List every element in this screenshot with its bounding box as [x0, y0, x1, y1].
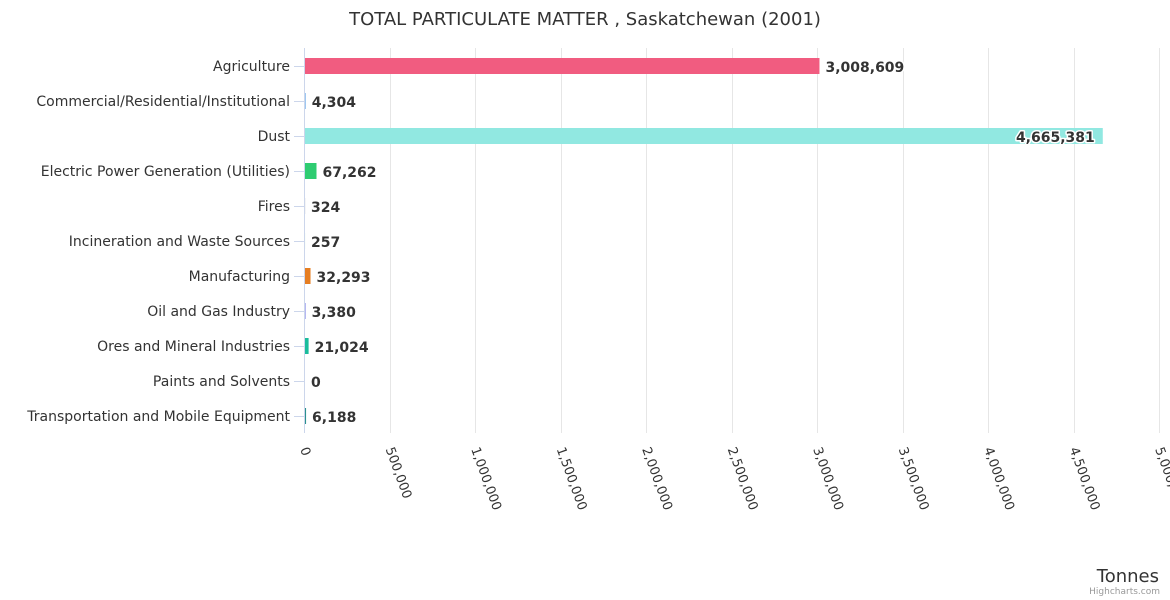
bar[interactable]	[305, 128, 1103, 144]
credits-link[interactable]: Highcharts.com	[1089, 587, 1160, 597]
value-axis-tick-label: 4,500,000	[1066, 445, 1103, 512]
value-axis-tick-label: 2,500,000	[724, 445, 761, 512]
bar[interactable]	[305, 93, 306, 109]
data-label: 32,293	[317, 270, 371, 286]
bar[interactable]	[305, 303, 306, 319]
value-axis-ticks: 0 500,000 1,000,000 1,500,000 2,000,000 2,500…	[296, 445, 1170, 512]
category-label: Ores and Mineral Industries	[97, 339, 290, 355]
bar[interactable]	[305, 268, 311, 284]
category-label: Oil and Gas Industry	[147, 304, 290, 320]
value-axis-title: Tonnes	[1096, 566, 1159, 587]
data-label: 324	[311, 200, 340, 216]
data-label: 3,380	[312, 305, 357, 321]
value-axis-tick-label: 3,500,000	[895, 445, 932, 512]
data-label: 6,188	[312, 410, 356, 426]
data-label: 21,024	[315, 340, 369, 356]
chart-title: TOTAL PARTICULATE MATTER , Saskatchewan …	[348, 9, 821, 30]
category-label: Manufacturing	[189, 269, 290, 285]
bar-series	[305, 58, 1103, 424]
data-label: 4,665,381	[1016, 130, 1095, 146]
value-axis-tick-label: 2,000,000	[638, 445, 675, 512]
category-label: Transportation and Mobile Equipment	[26, 409, 290, 425]
value-axis-tick-label: 0	[296, 445, 313, 458]
data-label: 4,304	[312, 95, 357, 111]
category-axis: Agriculture Commercial/Residential/Instit…	[26, 48, 305, 433]
data-label: 67,262	[323, 165, 377, 181]
gridlines	[304, 48, 1160, 433]
value-axis-tick-label: 1,000,000	[467, 445, 504, 512]
data-label: 3,008,609	[825, 60, 904, 76]
data-labels: 3,008,609 4,304 4,665,381 67,262 324 257 32,29…	[310, 59, 1097, 428]
value-axis-tick-label: 500,000	[382, 445, 414, 501]
category-label: Electric Power Generation (Utilities)	[41, 164, 290, 180]
value-axis-tick-label: 5,000,000	[1151, 445, 1170, 512]
value-axis-tick-label: 4,000,000	[980, 445, 1017, 512]
bar[interactable]	[305, 338, 309, 354]
bar[interactable]	[305, 58, 820, 74]
bar[interactable]	[305, 163, 317, 179]
category-label: Dust	[258, 129, 291, 145]
data-label: 257	[311, 235, 340, 251]
category-label: Agriculture	[213, 59, 290, 75]
data-label: 0	[311, 375, 321, 391]
category-label: Paints and Solvents	[153, 374, 290, 390]
bar[interactable]	[305, 408, 307, 424]
value-axis-tick-label: 1,500,000	[553, 445, 590, 512]
value-axis-tick-label: 3,000,000	[809, 445, 846, 512]
category-label: Incineration and Waste Sources	[69, 234, 290, 250]
category-label: Fires	[258, 199, 290, 215]
category-label: Commercial/Residential/Institutional	[36, 94, 290, 110]
